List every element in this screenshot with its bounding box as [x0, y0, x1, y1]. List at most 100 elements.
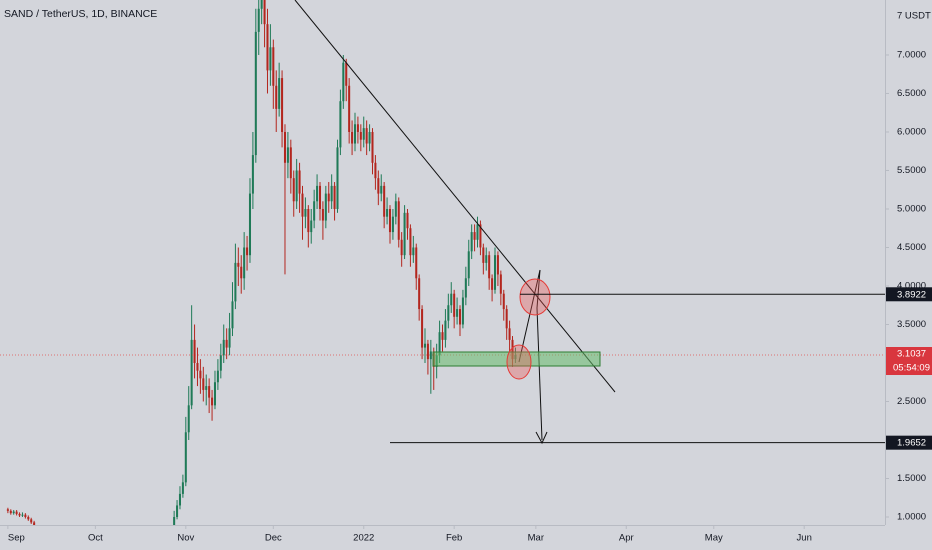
candle-body	[216, 370, 219, 383]
x-tick-label: 2022	[353, 533, 374, 544]
candle-body	[499, 274, 502, 294]
candle-body	[493, 255, 497, 290]
candle-body	[187, 405, 190, 433]
candle-body	[292, 178, 295, 202]
axes: 7.0000 6.5000 6.0000 5.5000 5.0000 4.5000 4.00…	[7, 49, 932, 544]
y-tick-label: 3.5000	[897, 319, 926, 330]
candle-body	[243, 247, 246, 279]
y-tick-label: 1.5000	[897, 473, 926, 484]
candle-body	[202, 378, 205, 390]
candle-body	[304, 208, 307, 217]
candle-body	[231, 301, 234, 329]
candle-body	[313, 201, 316, 221]
candle-body	[246, 247, 249, 256]
candle-body	[479, 224, 482, 248]
y-tick-label: 6.0000	[897, 126, 926, 137]
candle-body	[222, 339, 225, 356]
y-tick-label: 4.5000	[897, 242, 926, 253]
candle-body	[438, 332, 441, 356]
candle-body	[456, 309, 459, 317]
candle-body	[351, 131, 354, 144]
x-tick-label: Feb	[446, 533, 462, 544]
candle-body	[176, 505, 179, 517]
candle-body	[383, 185, 386, 217]
candle-body	[345, 62, 348, 86]
candle-body	[327, 193, 330, 202]
candle-body	[418, 278, 421, 310]
candle-body	[275, 85, 278, 109]
candle-body	[283, 131, 287, 163]
candle-body	[33, 522, 36, 525]
candle-body	[473, 232, 476, 240]
x-tick-label: Mar	[528, 533, 544, 544]
candle-body	[190, 339, 193, 406]
candle-body	[444, 320, 447, 340]
candle-body	[406, 212, 409, 229]
candle-body	[485, 255, 488, 263]
y-tick-label: 6.5000	[897, 88, 926, 99]
candle-body	[461, 297, 464, 325]
candle-body	[213, 382, 216, 406]
candle-body	[316, 185, 319, 202]
candle-body	[30, 519, 33, 523]
countdown-label: 05:54:09	[893, 363, 930, 374]
level-box	[886, 435, 932, 450]
candle-body	[400, 239, 403, 256]
candle-body	[339, 101, 342, 148]
candle-body	[27, 516, 30, 520]
candle-body	[9, 510, 12, 514]
candle-body	[234, 262, 237, 302]
candle-body	[318, 185, 322, 209]
candle-body	[368, 131, 371, 144]
candle-body	[310, 220, 313, 233]
candle-body	[458, 309, 462, 325]
candle-body	[199, 370, 202, 379]
candle-body	[391, 216, 394, 233]
candle-body	[211, 397, 214, 406]
candle-body	[415, 247, 418, 279]
drawing-line	[518, 269, 541, 363]
candle-body	[365, 128, 368, 144]
x-tick-label: Sep	[8, 533, 25, 544]
x-tick-label: Apr	[619, 533, 634, 544]
level-label: 1.9652	[897, 438, 926, 449]
level-label: 3.8922	[897, 289, 926, 300]
last-price-box	[886, 347, 932, 376]
candle-body	[511, 339, 514, 360]
chart-title: SAND / TetherUS, 1D, BINANCE	[4, 8, 157, 20]
candle-body	[429, 351, 432, 360]
candle-body	[403, 212, 406, 256]
candle-body	[289, 147, 292, 179]
y-tick-label: 4.0000	[897, 281, 926, 292]
candle-body	[18, 513, 21, 516]
candle-body	[240, 266, 243, 279]
x-tick-label: Nov	[177, 533, 194, 544]
candle-body	[263, 0, 266, 25]
candle-body	[421, 309, 424, 348]
candle-body	[248, 193, 252, 256]
candle-body	[272, 47, 275, 86]
candle-body	[453, 293, 456, 317]
candle-body	[178, 493, 181, 506]
candle-body	[447, 305, 450, 321]
drawing-line	[294, 0, 616, 393]
candle-body	[470, 232, 473, 252]
candle-body	[12, 511, 15, 514]
drawing-line	[536, 269, 541, 309]
candle-body	[228, 328, 231, 348]
candle-body	[491, 278, 494, 290]
candle-body	[380, 185, 383, 194]
highlight-circle	[506, 344, 532, 380]
candle-body	[225, 339, 228, 348]
candle-body	[269, 47, 272, 71]
last-price-label: 3.1037	[897, 349, 926, 360]
candle-body	[505, 309, 508, 329]
candle-body	[426, 343, 429, 360]
candle-body	[394, 201, 397, 217]
candle-body	[356, 124, 359, 132]
x-tick-label: Dec	[265, 533, 282, 544]
candle-body	[254, 31, 257, 156]
plot-area	[0, 0, 885, 525]
candle-body	[181, 482, 184, 494]
candle-body	[193, 339, 196, 363]
